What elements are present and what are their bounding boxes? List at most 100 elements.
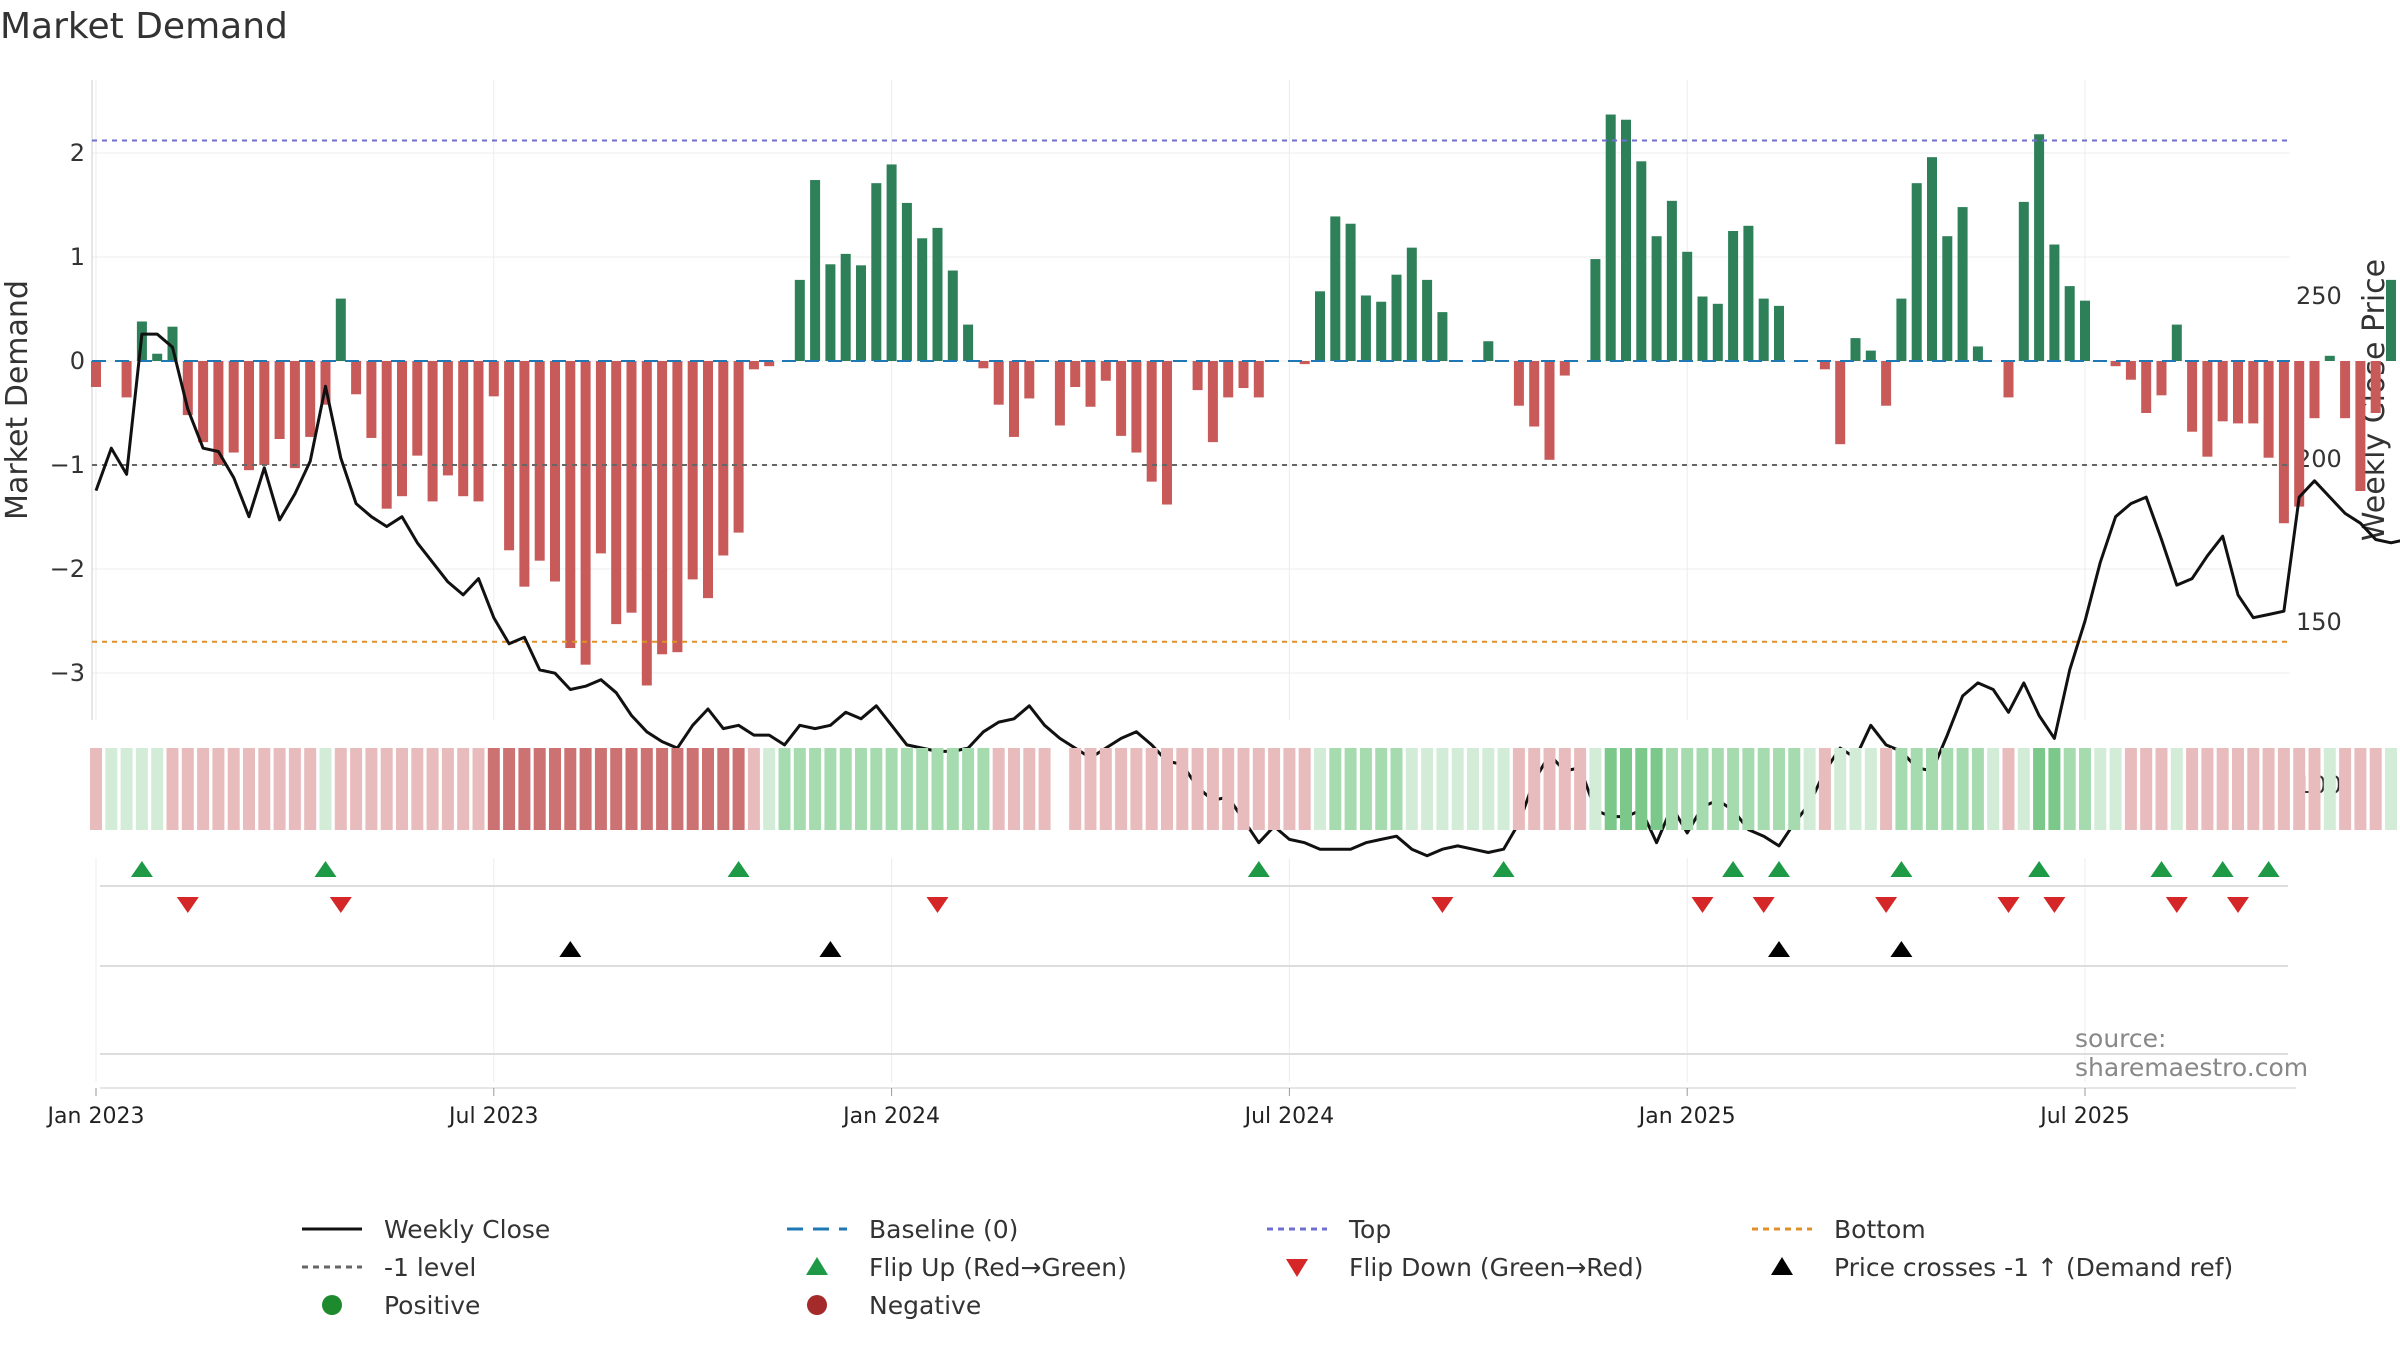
x-tick-label: Jul 2025 bbox=[2038, 1104, 2130, 1129]
heat-cell bbox=[1099, 748, 1112, 830]
heat-cell bbox=[855, 748, 867, 830]
demand-bar bbox=[1972, 346, 1983, 361]
demand-bar bbox=[351, 361, 362, 395]
heat-cell bbox=[396, 748, 408, 830]
demand-bar bbox=[978, 361, 989, 369]
dashed-line-swatch-icon bbox=[787, 1227, 847, 1231]
heat-cell bbox=[2323, 748, 2336, 830]
demand-bar bbox=[412, 361, 423, 456]
flip-down-marker bbox=[176, 897, 199, 913]
heat-cell bbox=[1956, 748, 1969, 830]
heat-cell bbox=[809, 748, 822, 830]
demand-bar bbox=[1666, 200, 1677, 361]
demand-bar bbox=[1728, 231, 1739, 361]
demand-bar bbox=[1651, 236, 1662, 361]
heat-cell bbox=[610, 748, 623, 830]
heat-cell bbox=[487, 748, 500, 830]
legend-bottom: Bottom bbox=[1750, 1212, 1926, 1246]
heat-cell bbox=[671, 748, 684, 830]
demand-bar bbox=[2233, 361, 2243, 424]
legend-baseline: Baseline (0) bbox=[785, 1212, 1018, 1246]
heat-cell bbox=[1895, 748, 1908, 830]
heat-cell bbox=[1359, 748, 1372, 830]
heat-cell bbox=[1512, 748, 1525, 830]
heat-cell bbox=[1252, 748, 1265, 830]
heat-cell bbox=[977, 748, 990, 830]
demand-bar bbox=[672, 361, 683, 653]
demand-bar bbox=[1850, 338, 1861, 361]
heat-cell bbox=[1558, 748, 1571, 830]
demand-bar bbox=[1070, 361, 1081, 387]
demand-bar bbox=[595, 361, 606, 554]
heat-cell bbox=[1604, 748, 1617, 830]
heat-cell bbox=[1405, 748, 1418, 830]
heat-cell bbox=[564, 748, 577, 830]
heat-cell bbox=[1987, 748, 2000, 830]
demand-bar bbox=[2202, 361, 2213, 457]
legend-negative: Negative bbox=[785, 1288, 981, 1322]
heat-cell bbox=[2385, 748, 2397, 830]
demand-bar bbox=[2355, 361, 2366, 491]
demand-bar bbox=[152, 353, 163, 361]
demand-bar bbox=[289, 361, 300, 469]
heat-cell bbox=[1635, 748, 1648, 830]
demand-bar bbox=[687, 361, 698, 580]
heat-cell bbox=[1268, 748, 1281, 830]
demand-bar bbox=[1881, 361, 1892, 406]
demand-bar bbox=[91, 361, 101, 387]
heat-cell bbox=[2155, 748, 2168, 830]
demand-bar bbox=[2263, 361, 2274, 458]
heat-cell bbox=[533, 748, 546, 830]
demand-bar bbox=[2141, 361, 2152, 413]
heat-cell bbox=[962, 748, 975, 830]
legend-label: -1 level bbox=[384, 1252, 477, 1282]
demand-bar bbox=[2125, 361, 2136, 380]
heat-cell bbox=[1941, 748, 1954, 830]
demand-bar bbox=[1376, 301, 1387, 361]
flip-up-marker bbox=[2028, 861, 2051, 877]
heat-cell bbox=[472, 748, 485, 830]
heat-cell bbox=[441, 748, 454, 830]
demand-bar bbox=[244, 361, 254, 471]
heat-cell bbox=[1115, 748, 1128, 830]
heat-cell bbox=[640, 748, 653, 830]
heat-cell bbox=[1711, 748, 1724, 830]
demand-bar bbox=[1422, 279, 1433, 361]
heat-cell bbox=[1528, 748, 1541, 830]
heat-cell bbox=[1681, 748, 1694, 830]
heat-cell bbox=[411, 748, 424, 830]
flip-down-marker bbox=[2043, 897, 2066, 913]
triangle-up-icon bbox=[1771, 1257, 1793, 1275]
heat-cell bbox=[1620, 748, 1632, 830]
heat-cell bbox=[1344, 748, 1357, 830]
heat-cell bbox=[197, 748, 210, 830]
demand-bar bbox=[1529, 361, 1540, 427]
legend-label: Negative bbox=[869, 1290, 982, 1320]
heat-cell bbox=[151, 748, 164, 830]
demand-bar bbox=[2248, 361, 2259, 424]
triangle-up-icon bbox=[806, 1257, 828, 1275]
demand-bar bbox=[1819, 361, 1830, 370]
heat-cell bbox=[1864, 748, 1877, 830]
demand-bar bbox=[2110, 361, 2121, 367]
demand-bar bbox=[611, 361, 622, 625]
heat-cell bbox=[2247, 748, 2260, 830]
heat-cell bbox=[2308, 748, 2321, 830]
chart-title: Market Demand bbox=[0, 6, 288, 47]
heat-cell bbox=[1298, 748, 1311, 830]
cross-marker bbox=[559, 941, 582, 957]
heat-cell bbox=[594, 748, 607, 830]
demand-bar bbox=[550, 361, 560, 582]
heat-cell bbox=[135, 748, 148, 830]
heat-cell bbox=[1971, 748, 1984, 830]
demand-bar bbox=[1697, 296, 1708, 361]
demand-bar bbox=[198, 361, 209, 443]
heat-cell bbox=[686, 748, 699, 830]
legend-label: Baseline (0) bbox=[869, 1214, 1019, 1244]
line-swatch-icon bbox=[302, 1227, 362, 1231]
heat-cell bbox=[243, 748, 255, 830]
flip-down-marker bbox=[1691, 897, 1714, 913]
heat-cell bbox=[1696, 748, 1709, 830]
flip-up-marker bbox=[2150, 861, 2173, 877]
flip-up-marker bbox=[1890, 861, 1913, 877]
